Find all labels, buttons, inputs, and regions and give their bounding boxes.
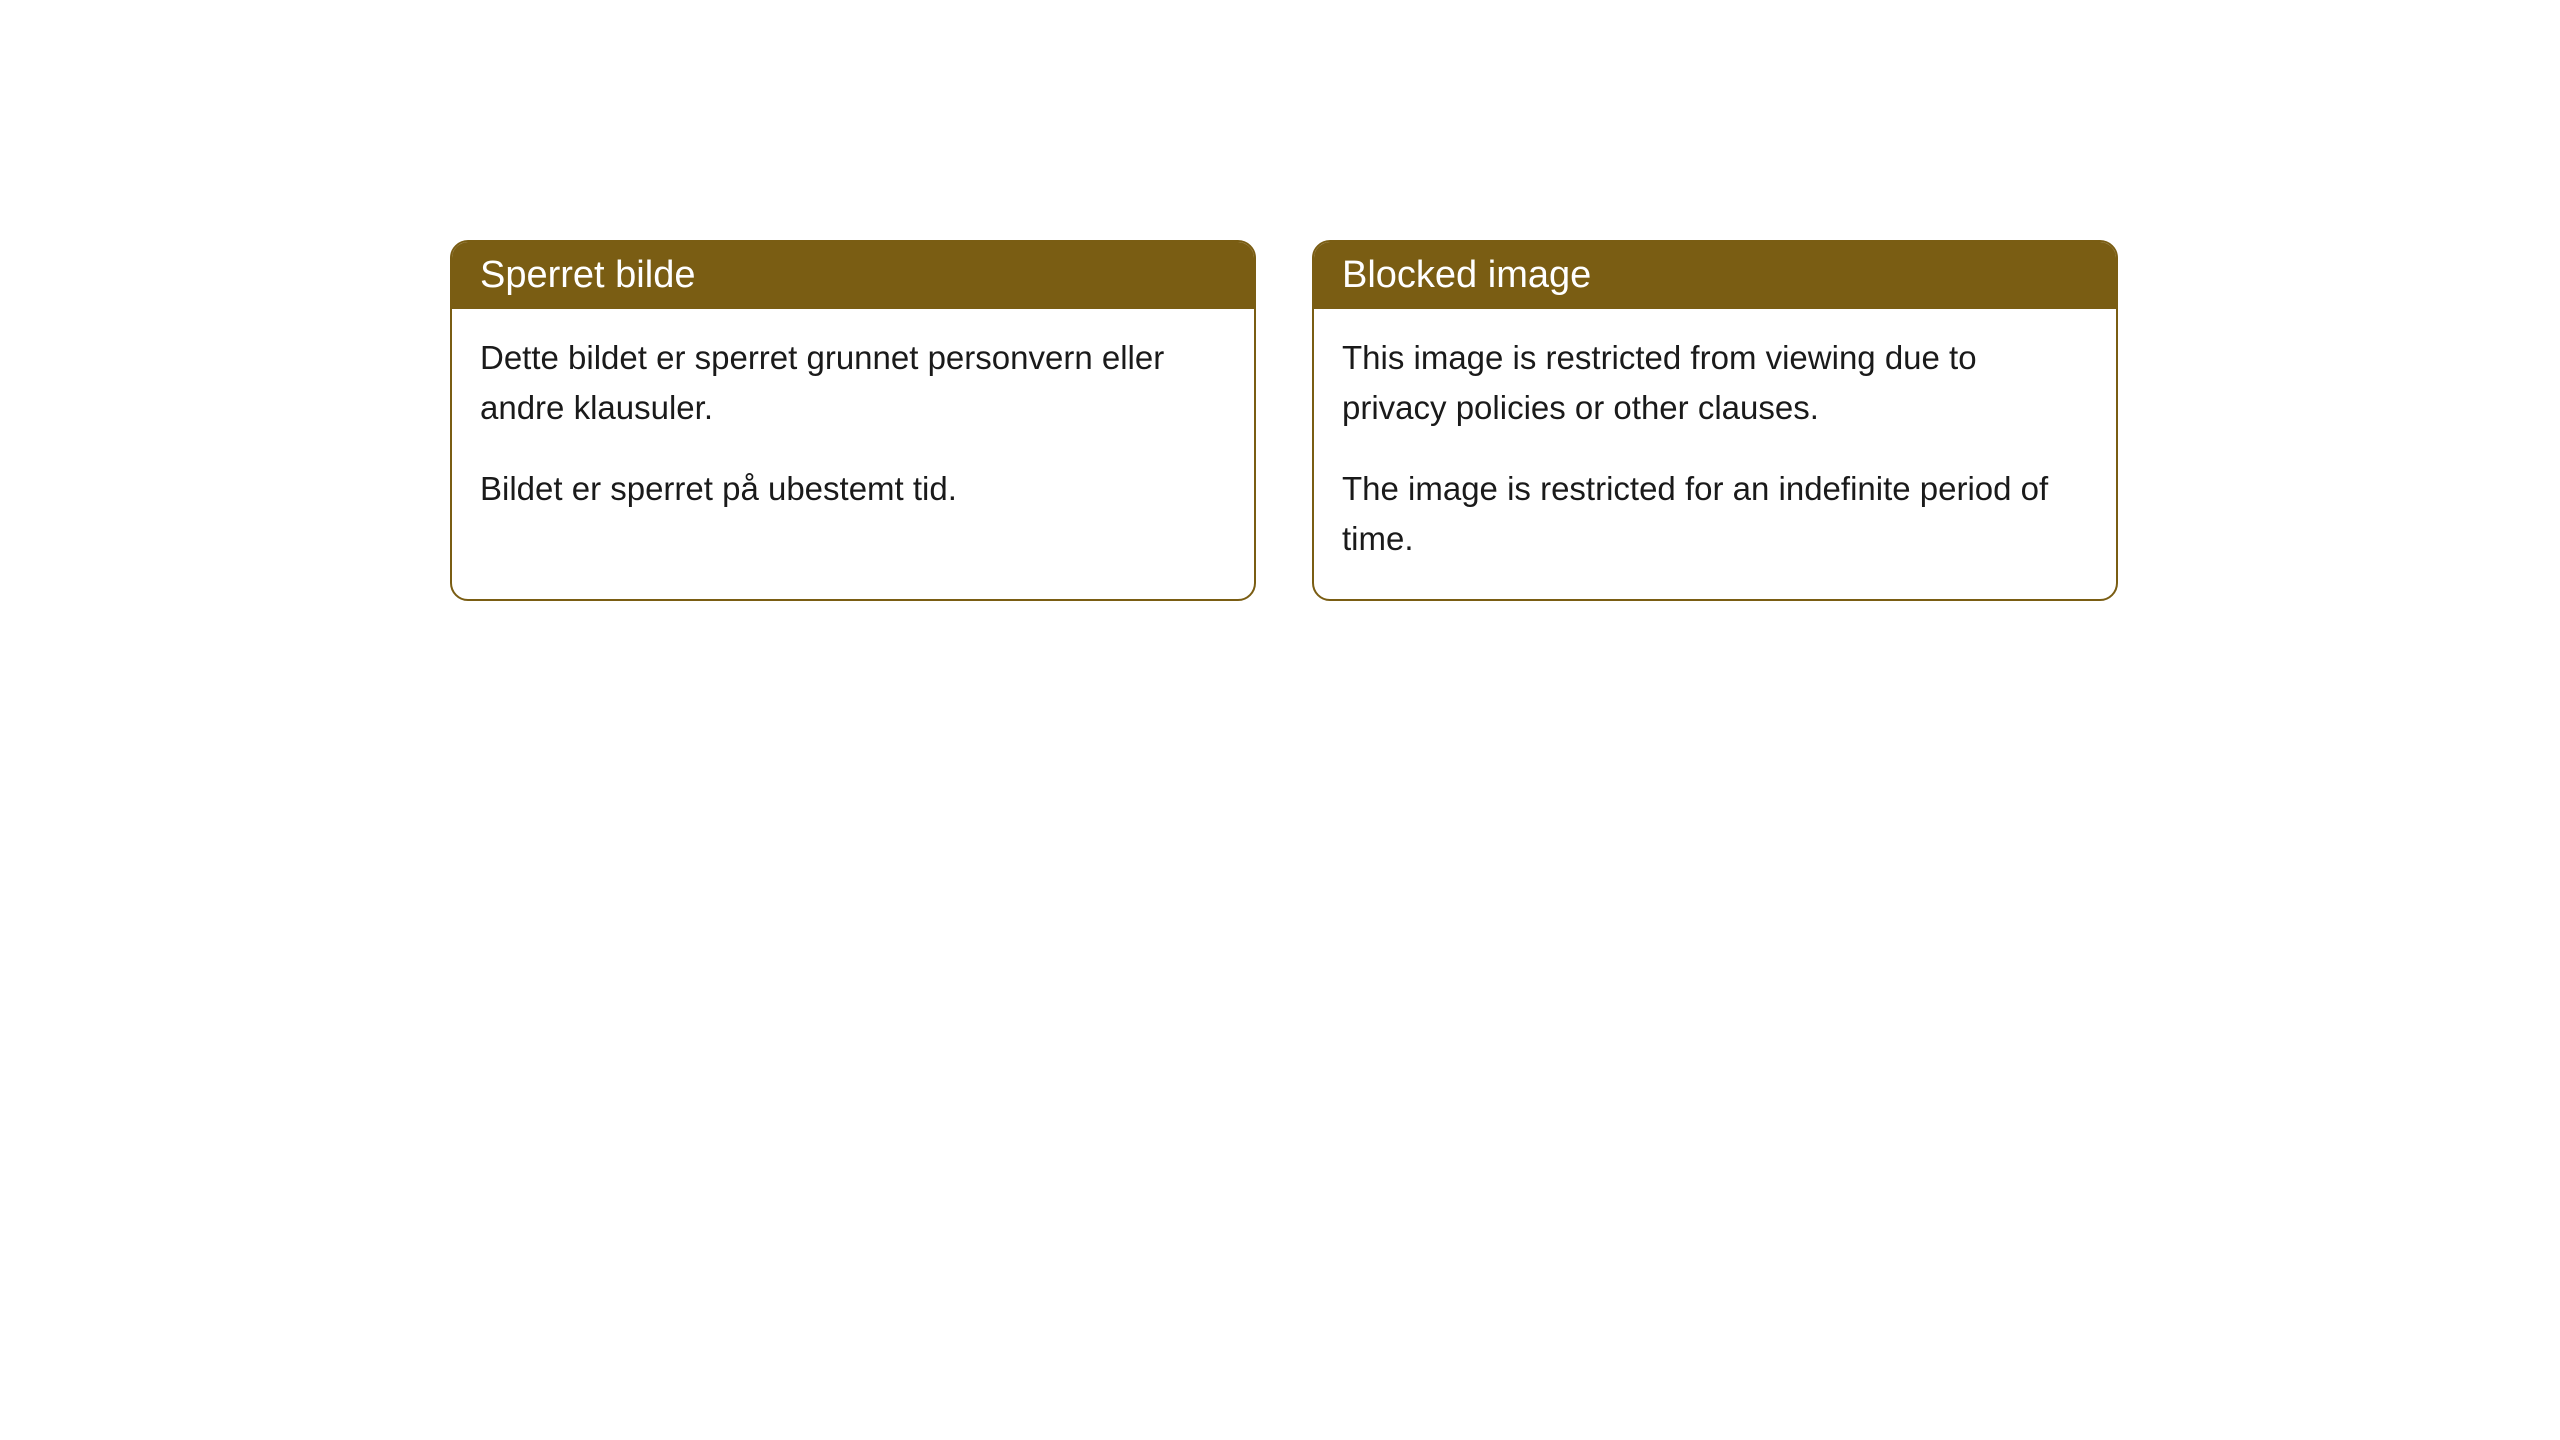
- card-paragraph: Bildet er sperret på ubestemt tid.: [480, 464, 1226, 514]
- card-paragraph: This image is restricted from viewing du…: [1342, 333, 2088, 432]
- card-header: Blocked image: [1314, 242, 2116, 309]
- card-header: Sperret bilde: [452, 242, 1254, 309]
- notice-card-norwegian: Sperret bilde Dette bildet er sperret gr…: [450, 240, 1256, 601]
- card-paragraph: The image is restricted for an indefinit…: [1342, 464, 2088, 563]
- card-body: Dette bildet er sperret grunnet personve…: [452, 309, 1254, 550]
- card-paragraph: Dette bildet er sperret grunnet personve…: [480, 333, 1226, 432]
- card-body: This image is restricted from viewing du…: [1314, 309, 2116, 599]
- notice-card-english: Blocked image This image is restricted f…: [1312, 240, 2118, 601]
- card-title: Sperret bilde: [480, 254, 695, 296]
- card-title: Blocked image: [1342, 254, 1591, 296]
- notice-cards-container: Sperret bilde Dette bildet er sperret gr…: [450, 240, 2118, 601]
